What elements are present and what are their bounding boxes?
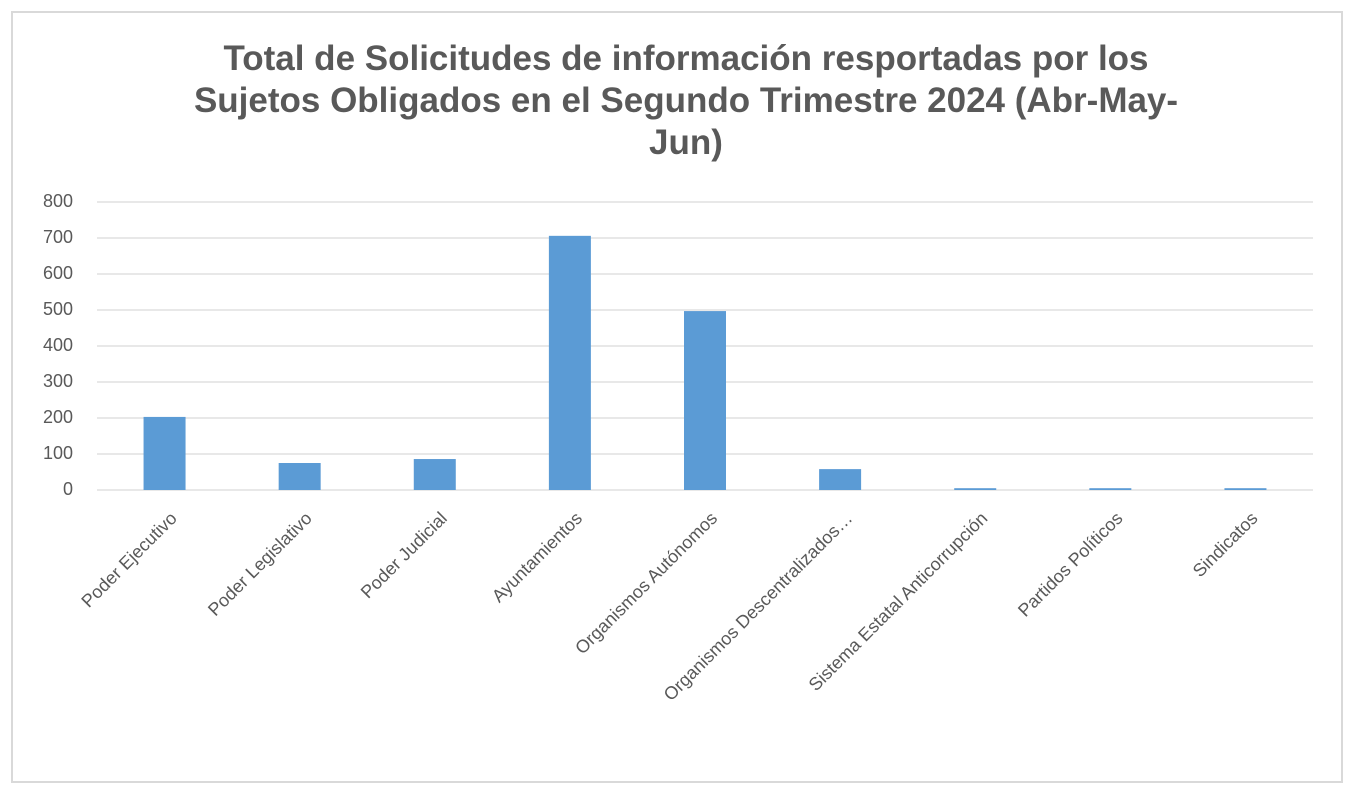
y-tick-label: 0 [63,479,73,499]
y-tick-label: 200 [43,407,73,427]
bar [143,416,186,490]
bar [684,311,726,490]
chart-title: Total de Solicitudes de información resp… [193,39,1179,162]
y-tick-label: 500 [43,299,73,319]
bar [1224,488,1267,490]
y-tick-label: 600 [43,263,73,283]
y-tick-label: 300 [43,371,73,391]
bar [548,235,591,490]
bar [1089,488,1132,490]
bar [954,488,997,490]
y-tick-label: 400 [43,335,73,355]
chart-border [11,11,1343,783]
bar [413,459,456,490]
y-tick-label: 100 [43,443,73,463]
bar [278,463,321,490]
y-tick-label: 700 [43,227,73,247]
bar [819,469,862,490]
y-tick-label: 800 [43,191,73,211]
